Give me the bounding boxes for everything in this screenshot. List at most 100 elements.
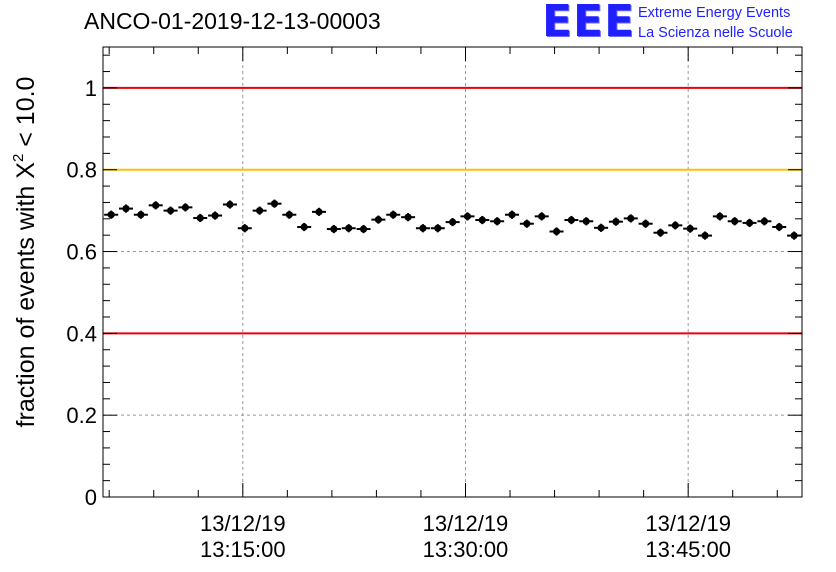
data-point	[237, 224, 252, 233]
marker	[330, 225, 338, 233]
marker	[790, 231, 798, 240]
y-tick-label: 0.2	[66, 403, 97, 428]
marker	[567, 216, 575, 224]
marker	[345, 224, 353, 232]
data-point	[297, 222, 312, 232]
grid-lines	[103, 47, 802, 497]
y-axis-label-tail: < 10.0	[12, 77, 40, 154]
logo-line-2: La Scienza nelle Scuole	[638, 25, 793, 41]
data-point	[371, 215, 386, 224]
marker	[552, 227, 561, 236]
marker	[597, 224, 605, 232]
marker	[359, 225, 368, 233]
data-point	[133, 210, 148, 219]
marker	[389, 211, 397, 219]
marker	[137, 211, 145, 219]
marker	[478, 216, 486, 224]
data-point	[386, 210, 401, 219]
data-point	[208, 211, 223, 220]
y-axis-label: fraction of events with X2 < 10.0	[10, 77, 40, 428]
data-point	[727, 217, 742, 226]
data-point	[326, 224, 341, 234]
data-point	[505, 210, 520, 219]
marker	[419, 224, 427, 232]
data-point	[698, 231, 713, 240]
marker	[374, 216, 382, 224]
x-tick-label-time: 13:45:00	[645, 537, 731, 562]
marker	[463, 212, 472, 220]
data-point	[683, 224, 698, 233]
x-tick-label-time: 13:30:00	[423, 537, 509, 562]
data-point	[490, 217, 505, 226]
marker	[226, 200, 234, 209]
marker	[270, 200, 279, 208]
marker	[300, 223, 308, 231]
marker	[701, 231, 709, 240]
marker	[181, 203, 189, 211]
data-point	[534, 212, 549, 221]
y-tick-label: 0.6	[66, 240, 97, 265]
data-point	[312, 207, 327, 216]
data-point	[638, 219, 653, 228]
x-tick-label-time: 13:15:00	[200, 537, 286, 562]
data-point	[193, 213, 208, 223]
eee-logo: EEE Extreme Energy Events La Scienza nel…	[542, 0, 832, 46]
data-point	[623, 214, 638, 223]
data-point	[267, 199, 282, 208]
chart-title: ANCO-01-2019-12-13-00003	[84, 8, 381, 34]
x-tick-label-date: 13/12/19	[423, 511, 509, 536]
data-point	[341, 224, 356, 233]
marker	[760, 217, 768, 225]
y-axis-label-sup: 2	[10, 154, 27, 162]
data-point	[519, 219, 534, 228]
marker	[538, 212, 546, 220]
data-point	[178, 203, 193, 212]
data-point	[594, 223, 609, 232]
data-point	[712, 212, 727, 221]
logo-line-1: Extreme Energy Events	[638, 5, 791, 21]
marker	[166, 207, 175, 215]
marker	[627, 214, 635, 223]
y-axis-label-main: fraction of events with X	[12, 162, 40, 428]
marker	[523, 220, 531, 228]
data-point	[104, 210, 119, 219]
data-point	[356, 224, 371, 234]
marker	[107, 211, 115, 219]
marker	[434, 224, 442, 232]
data-point	[163, 206, 178, 215]
marker	[612, 218, 620, 226]
data-point	[148, 201, 163, 210]
marker	[671, 221, 679, 229]
data-point	[549, 227, 564, 236]
marker	[196, 214, 204, 222]
data-point	[119, 204, 134, 213]
marker	[731, 217, 739, 225]
y-tick-label: 0.8	[66, 158, 97, 183]
data-point	[282, 210, 297, 219]
marker	[745, 219, 754, 227]
y-tick-label: 0.4	[66, 321, 97, 346]
marker	[241, 224, 249, 232]
data-point	[475, 215, 490, 225]
marker	[256, 207, 264, 215]
marker	[582, 217, 590, 225]
data-point	[608, 217, 623, 226]
data-point	[430, 224, 445, 233]
data-point	[653, 228, 668, 237]
marker	[775, 223, 783, 231]
data-point	[772, 222, 787, 232]
data-point	[252, 206, 267, 215]
data-point	[401, 213, 416, 222]
reference-lines	[103, 86, 802, 335]
data-point	[460, 212, 475, 221]
data-point	[579, 217, 594, 226]
tick-labels: 00.20.40.60.8113/12/1913:15:0013/12/1913…	[66, 76, 731, 562]
marker	[315, 208, 323, 216]
marker	[656, 229, 665, 237]
marker	[211, 211, 219, 220]
marker	[493, 217, 501, 225]
marker	[285, 211, 293, 219]
plot-frame	[102, 46, 803, 498]
data-point	[222, 200, 237, 209]
